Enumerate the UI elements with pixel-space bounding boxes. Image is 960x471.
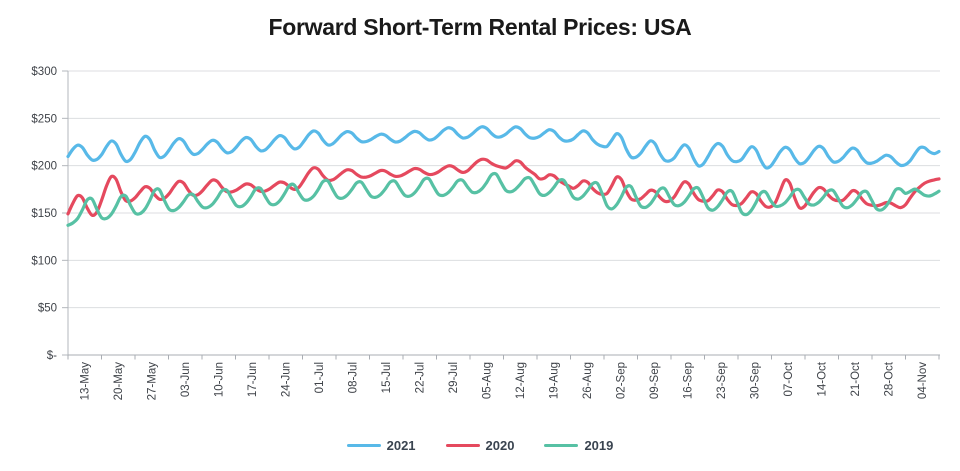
x-tick-label: 15-Jul [381, 362, 393, 393]
x-tick-label: 08-Jul [347, 362, 359, 393]
x-tick-label: 24-Jun [280, 362, 292, 397]
x-tick-label: 26-Aug [582, 362, 594, 399]
x-tick-label: 04-Nov [917, 362, 929, 399]
y-tick-label: $300 [31, 66, 57, 78]
legend-line-swatch-2021 [346, 443, 381, 448]
legend-label-2021: 2021 [386, 438, 416, 453]
x-tick-label: 12-Aug [515, 362, 527, 399]
x-tick-label: 03-Jun [180, 362, 192, 397]
legend-item-2020: 2020 [445, 438, 515, 453]
x-tick-label: 01-Jul [314, 362, 326, 393]
legend-item-2019: 2019 [544, 438, 613, 453]
x-tick-label: 07-Oct [783, 361, 795, 396]
legend-line-swatch-2020 [445, 443, 480, 448]
x-tick-label: 05-Aug [481, 362, 493, 399]
y-tick-label: $- [47, 350, 57, 362]
series-line-2021 [66, 125, 941, 170]
x-tick-label: 23-Sep [716, 362, 728, 399]
chart-legend: 2021 2020 2019 [0, 438, 960, 453]
y-tick-label: $200 [31, 161, 57, 173]
x-tick-label: 30-Sep [749, 362, 761, 399]
y-tick-label: $250 [31, 113, 57, 125]
x-tick-label: 16-Sep [682, 362, 694, 399]
y-tick-label: $50 [38, 303, 57, 315]
x-tick-label: 28-Oct [883, 361, 895, 396]
x-tick-label: 17-Jun [247, 362, 259, 397]
y-tick-label: $100 [31, 255, 57, 267]
series-line-2020 [66, 157, 941, 218]
y-tick-label: $150 [31, 208, 57, 220]
x-tick-label: 09-Sep [649, 362, 661, 399]
chart-title: Forward Short-Term Rental Prices: USA [268, 14, 692, 40]
x-tick-label: 19-Aug [548, 362, 560, 399]
x-tick-label: 02-Sep [615, 362, 627, 399]
legend-label-2020: 2020 [485, 438, 515, 453]
x-tick-label: 27-May [146, 362, 158, 401]
x-tick-label: 14-Oct [816, 361, 828, 396]
x-tick-label: 13-May [79, 362, 91, 401]
x-tick-label: 10-Jun [213, 362, 225, 397]
legend-line-swatch-2019 [544, 443, 579, 448]
x-tick-label: 22-Jul [414, 362, 426, 393]
series-line-2019 [66, 171, 941, 227]
legend-label-2019: 2019 [584, 438, 614, 453]
legend-item-2021: 2021 [346, 438, 416, 453]
x-tick-label: 20-May [113, 362, 125, 401]
x-tick-label: 29-Jul [448, 362, 460, 393]
x-tick-label: 21-Oct [850, 361, 862, 396]
